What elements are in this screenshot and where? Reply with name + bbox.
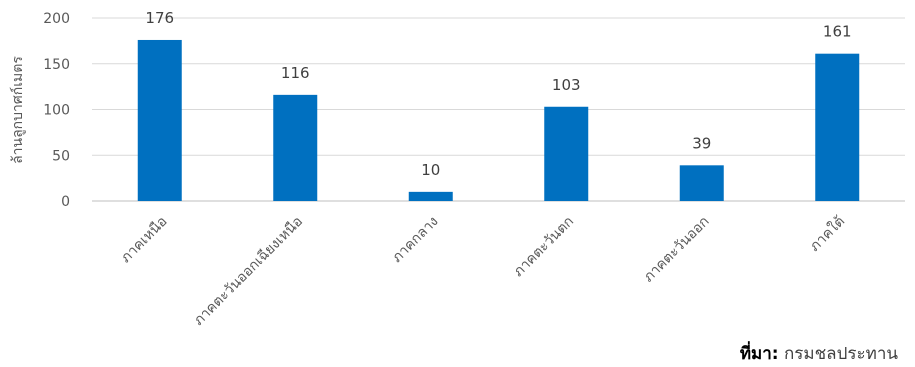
y-tick-label: 200 [43,11,70,27]
data-label: 10 [421,161,440,179]
bar [273,94,318,201]
gridlines [92,17,905,202]
bars [137,39,860,202]
data-labels: 176 116 10 103 39 161 [145,9,851,179]
data-label: 103 [552,76,581,94]
bar [137,39,182,202]
data-label: 39 [692,134,711,152]
source-note: ที่มา: กรมชลประทาน [740,340,898,367]
category-label: ภาคตะวันออกเฉียงเหนือ [191,214,306,329]
y-tick-label: 150 [43,57,70,73]
bar [408,191,453,201]
category-label: ภาคกลาง [389,214,441,266]
source-label: ที่มา: [739,344,779,364]
category-labels: ภาคเหนือ ภาคตะวันออกเฉียงเหนือ ภาคกลาง ภาคต… [118,213,848,329]
y-tick-label: 50 [52,148,70,164]
data-label: 161 [823,23,852,41]
category-label: ภาคตะวันตก [511,214,578,281]
y-axis-ticks: 0 50 100 150 200 [43,11,70,210]
y-tick-label: 100 [43,103,70,119]
bar [815,53,860,202]
source-text: กรมชลประทาน [783,344,898,364]
data-label: 176 [145,9,174,27]
y-tick-label: 0 [61,194,70,210]
category-label: ภาคเหนือ [118,214,171,267]
y-axis-label: ล้านลูกบาศก์เมตร [9,56,26,164]
bar [679,165,724,201]
category-label: ภาคตะวันออก [641,214,713,286]
data-label: 116 [281,64,310,82]
bar [544,106,589,201]
category-label: ภาคใต้ [806,213,848,255]
